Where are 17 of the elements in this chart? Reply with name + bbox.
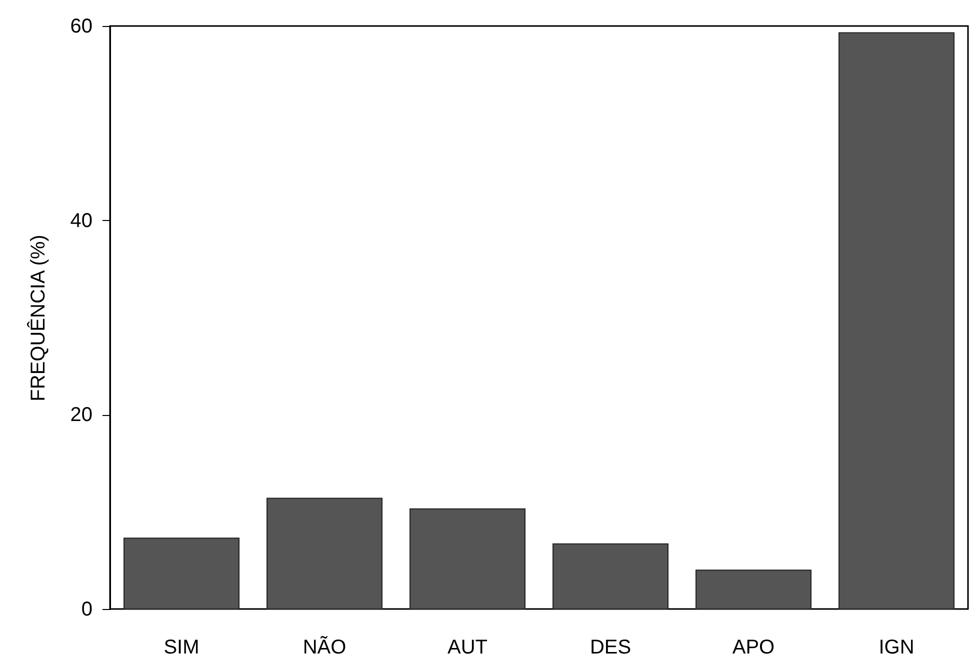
- x-tick-label: SIM: [164, 636, 200, 658]
- bar: [124, 538, 240, 610]
- bar: [838, 32, 954, 610]
- x-tick-label: NÃO: [302, 636, 346, 658]
- y-tick-label: 0: [81, 598, 92, 620]
- bar: [696, 570, 812, 610]
- y-tick-label: 20: [70, 404, 92, 426]
- x-tick-label: IGN: [878, 636, 914, 658]
- bar: [266, 498, 382, 610]
- y-tick-label: 40: [70, 210, 92, 232]
- y-axis-title: FREQUÊNCIA (%): [26, 234, 50, 402]
- x-tick-label: DES: [590, 636, 632, 658]
- x-tick-label: APO: [732, 636, 775, 658]
- bar: [410, 508, 526, 610]
- y-tick-label: 60: [70, 16, 92, 38]
- x-tick-label: AUT: [448, 636, 488, 658]
- bar: [552, 543, 668, 610]
